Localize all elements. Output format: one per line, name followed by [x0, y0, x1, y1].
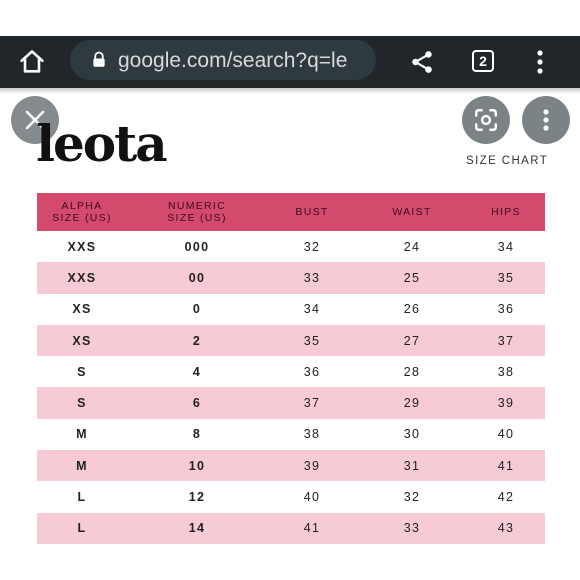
url-text[interactable]: google.com/search?q=le: [118, 49, 348, 72]
cell-waist: 32: [357, 481, 467, 513]
cell-hips: 40: [467, 418, 545, 451]
share-button[interactable]: [404, 44, 440, 80]
cell-bust: 37: [267, 387, 357, 419]
cell-numeric: 10: [127, 450, 267, 482]
table-row: XXS 000 32 24 34: [37, 231, 545, 263]
cell-numeric: 4: [127, 356, 267, 388]
tabs-button[interactable]: 2: [468, 46, 498, 76]
table-row: M 8 38 30 40: [37, 418, 545, 451]
cell-hips: 43: [467, 512, 545, 544]
url-bar[interactable]: google.com/search?q=le: [70, 40, 376, 80]
browser-menu-button[interactable]: [526, 44, 554, 80]
cell-alpha: XXS: [37, 262, 127, 294]
cell-hips: 35: [467, 262, 545, 294]
cell-numeric: 12: [127, 481, 267, 513]
table-row: S 4 36 28 38: [37, 356, 545, 388]
cell-bust: 41: [267, 512, 357, 544]
table-row: XS 2 35 27 37: [37, 324, 545, 357]
header-bust: BUST: [267, 193, 357, 231]
cell-bust: 33: [267, 262, 357, 294]
cell-alpha: XXS: [37, 231, 127, 263]
cell-waist: 29: [357, 387, 467, 419]
header-alpha-size: ALPHA SIZE (US): [37, 193, 127, 231]
lens-icon: [475, 109, 497, 131]
lens-button[interactable]: [462, 96, 510, 144]
tab-count-badge: 2: [472, 50, 494, 72]
cell-numeric: 6: [127, 387, 267, 419]
close-button[interactable]: [11, 96, 59, 144]
status-area: [0, 0, 580, 36]
cell-alpha: S: [37, 356, 127, 388]
cell-hips: 34: [467, 231, 545, 263]
lock-icon: [93, 51, 105, 67]
table-header-row: ALPHA SIZE (US) NUMERIC SIZE (US) BUST W…: [37, 193, 545, 231]
header-alpha-line1: ALPHA: [61, 200, 103, 212]
more-options-button[interactable]: [522, 96, 570, 144]
cell-bust: 38: [267, 418, 357, 451]
cell-alpha: XS: [37, 293, 127, 325]
close-icon: [25, 110, 45, 130]
cell-alpha: M: [37, 450, 127, 482]
cell-bust: 32: [267, 231, 357, 263]
cell-hips: 39: [467, 387, 545, 419]
cell-waist: 24: [357, 231, 467, 263]
cell-bust: 36: [267, 356, 357, 388]
home-icon: [20, 50, 44, 73]
cell-alpha: S: [37, 387, 127, 419]
cell-alpha: L: [37, 481, 127, 513]
table-row: L 12 40 32 42: [37, 481, 545, 513]
header-numeric-line1: NUMERIC: [167, 200, 227, 212]
cell-numeric: 000: [127, 231, 267, 263]
cell-waist: 27: [357, 324, 467, 357]
cell-hips: 36: [467, 293, 545, 325]
cell-waist: 26: [357, 293, 467, 325]
header-waist: WAIST: [357, 193, 467, 231]
toolbar-shadow: [0, 88, 580, 94]
cell-numeric: 2: [127, 324, 267, 357]
more-vert-icon: [537, 50, 543, 74]
cell-hips: 38: [467, 356, 545, 388]
browser-toolbar: google.com/search?q=le 2: [0, 36, 580, 88]
cell-bust: 39: [267, 450, 357, 482]
cell-numeric: 00: [127, 262, 267, 294]
home-button[interactable]: [14, 44, 50, 80]
header-numeric-line2: SIZE (US): [167, 212, 227, 224]
cell-hips: 37: [467, 324, 545, 357]
cell-alpha: XS: [37, 324, 127, 357]
cell-waist: 31: [357, 450, 467, 482]
cell-bust: 35: [267, 324, 357, 357]
cell-bust: 34: [267, 293, 357, 325]
brand-logo: leota: [36, 114, 168, 173]
cell-numeric: 8: [127, 418, 267, 451]
cell-alpha: L: [37, 512, 127, 544]
cell-numeric: 0: [127, 293, 267, 325]
share-icon: [412, 51, 432, 73]
cell-waist: 25: [357, 262, 467, 294]
more-vert-icon: [543, 109, 549, 131]
cell-hips: 42: [467, 481, 545, 513]
cell-alpha: M: [37, 418, 127, 451]
size-chart-table: ALPHA SIZE (US) NUMERIC SIZE (US) BUST W…: [37, 193, 545, 544]
cell-bust: 40: [267, 481, 357, 513]
table-row: M 10 39 31 41: [37, 450, 545, 482]
header-numeric-size: NUMERIC SIZE (US): [127, 193, 267, 231]
header-alpha-line2: SIZE (US): [52, 212, 112, 224]
header-hips: HIPS: [467, 193, 545, 231]
size-chart-label: SIZE CHART: [466, 155, 549, 167]
table-row: S 6 37 29 39: [37, 387, 545, 419]
cell-hips: 41: [467, 450, 545, 482]
table-row: XXS 00 33 25 35: [37, 262, 545, 294]
cell-waist: 33: [357, 512, 467, 544]
cell-waist: 30: [357, 418, 467, 451]
cell-waist: 28: [357, 356, 467, 388]
table-row: L 14 41 33 43: [37, 512, 545, 544]
table-row: XS 0 34 26 36: [37, 293, 545, 325]
cell-numeric: 14: [127, 512, 267, 544]
